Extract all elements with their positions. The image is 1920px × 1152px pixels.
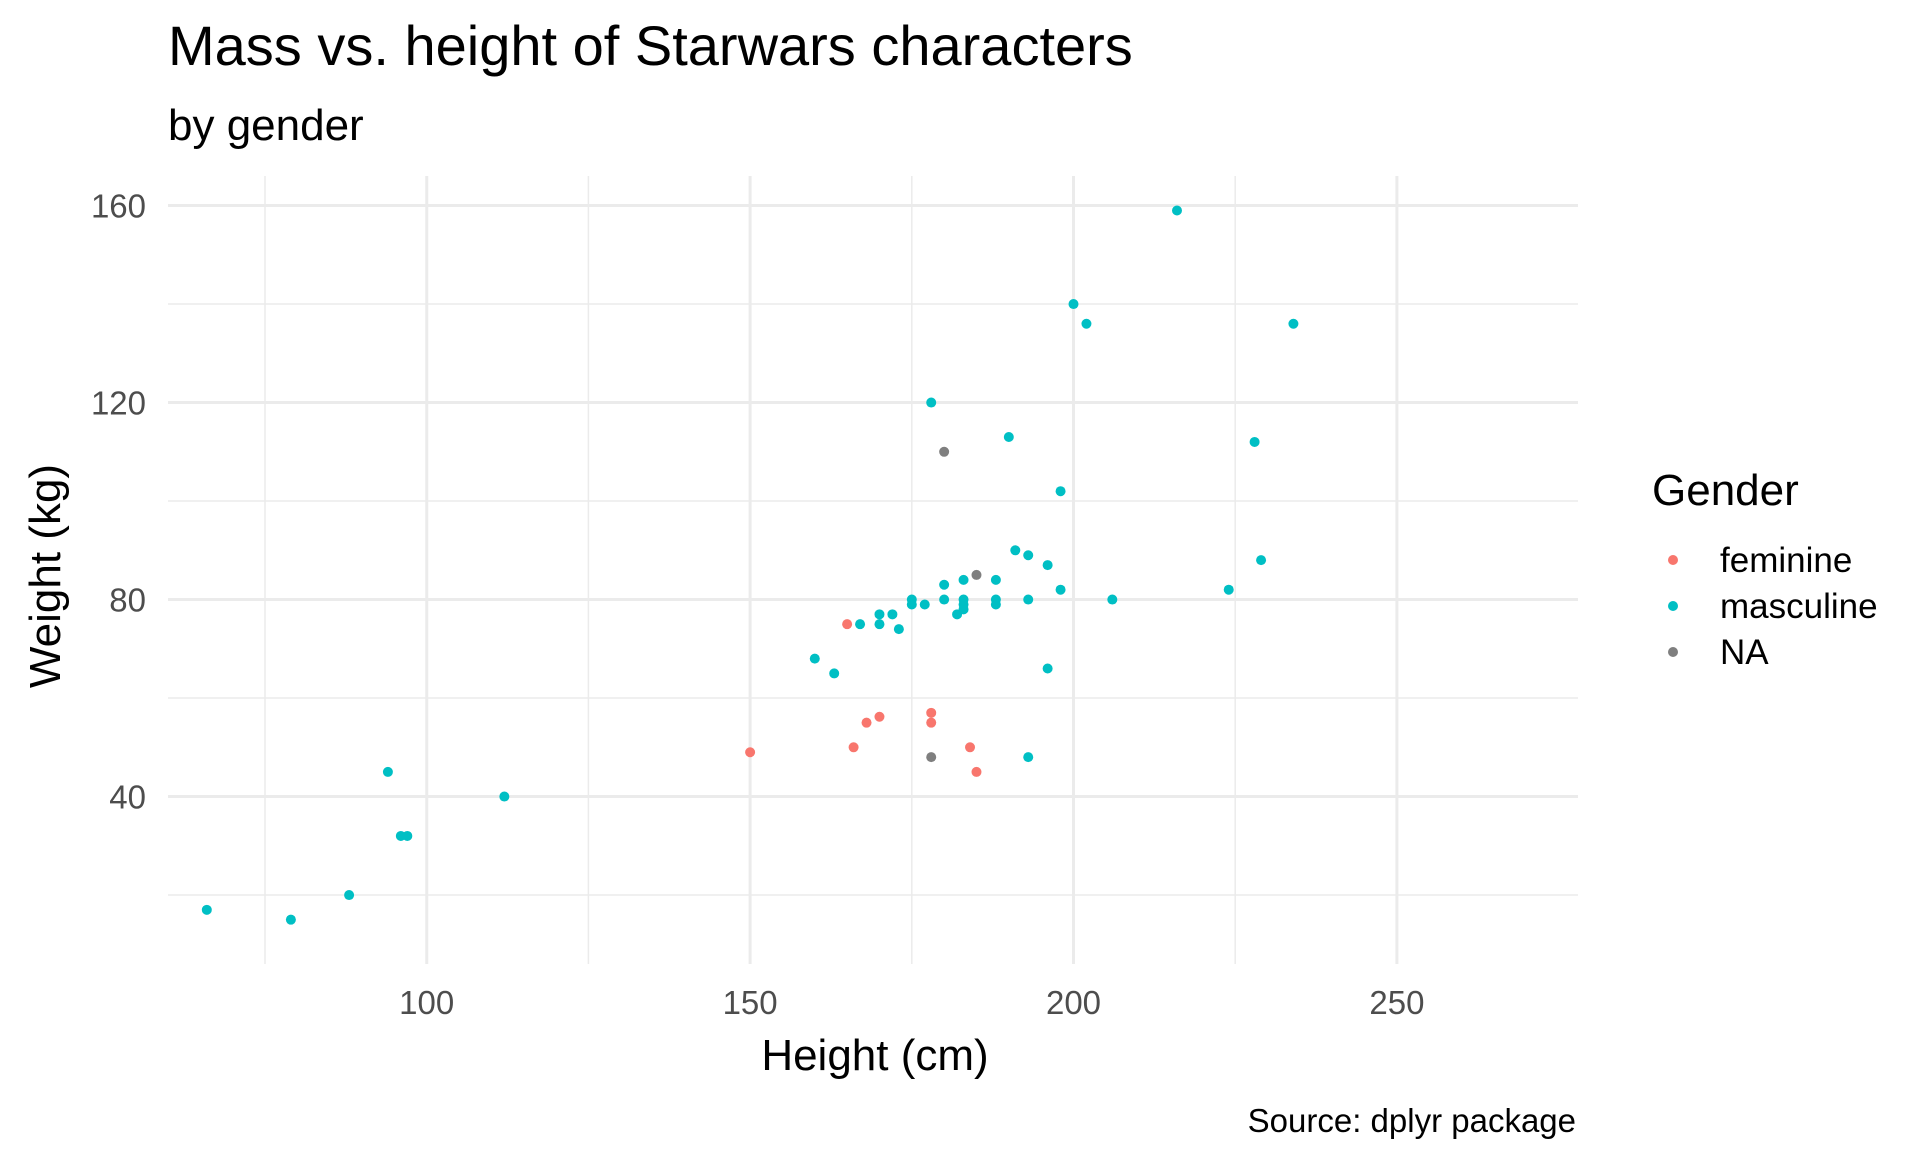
- point-masculine: [1068, 299, 1079, 310]
- point-masculine: [1256, 555, 1267, 566]
- point-masculine: [1023, 594, 1034, 605]
- y-tick-label: 160: [91, 188, 146, 225]
- point-masculine: [906, 599, 917, 610]
- point-masculine: [1288, 318, 1299, 329]
- point-masculine: [887, 609, 898, 620]
- point-feminine: [971, 766, 982, 777]
- x-axis-title: Height (cm): [761, 1031, 988, 1080]
- legend-key-na: [1668, 647, 1678, 657]
- point-masculine: [1107, 594, 1118, 605]
- data-points: [201, 205, 1299, 925]
- y-tick-label: 80: [109, 582, 146, 619]
- x-tick-label: 150: [723, 984, 778, 1021]
- grid: [168, 176, 1578, 964]
- y-tick-label: 40: [109, 779, 146, 816]
- point-masculine: [1249, 436, 1260, 447]
- point-masculine: [939, 579, 950, 590]
- legend-label-na: NA: [1720, 633, 1769, 672]
- point-masculine: [855, 619, 866, 630]
- legend-key-feminine: [1668, 555, 1678, 565]
- point-masculine: [919, 599, 930, 610]
- point-masculine: [1023, 550, 1034, 561]
- point-na: [971, 569, 982, 580]
- x-tick-label: 100: [399, 984, 454, 1021]
- chart-caption: Source: dplyr package: [1248, 1102, 1576, 1139]
- point-feminine: [926, 717, 937, 728]
- point-masculine: [344, 890, 355, 901]
- point-masculine: [1010, 545, 1021, 556]
- point-masculine: [809, 653, 820, 664]
- point-masculine: [1055, 584, 1066, 595]
- point-masculine: [402, 830, 413, 841]
- point-masculine: [893, 624, 904, 635]
- x-tick-label: 250: [1369, 984, 1424, 1021]
- point-feminine: [965, 742, 976, 753]
- point-masculine: [1055, 486, 1066, 497]
- legend: Gender feminine masculine NA: [1652, 466, 1878, 672]
- point-feminine: [874, 711, 885, 722]
- point-na: [939, 446, 950, 457]
- point-masculine: [990, 574, 1001, 585]
- point-masculine: [1042, 663, 1053, 674]
- point-na: [926, 752, 937, 763]
- point-masculine: [939, 594, 950, 605]
- point-masculine: [285, 914, 296, 925]
- point-masculine: [382, 766, 393, 777]
- point-masculine: [201, 904, 212, 915]
- point-masculine: [958, 574, 969, 585]
- point-masculine: [926, 397, 937, 408]
- point-masculine: [1042, 560, 1053, 571]
- legend-label-masculine: masculine: [1720, 587, 1878, 626]
- point-masculine: [1081, 318, 1092, 329]
- point-masculine: [1171, 205, 1182, 216]
- x-tick-label: 200: [1046, 984, 1101, 1021]
- point-masculine: [499, 791, 510, 802]
- point-masculine: [990, 599, 1001, 610]
- point-feminine: [842, 619, 853, 630]
- y-axis-title: Weight (kg): [21, 464, 70, 688]
- chart-title: Mass vs. height of Starwars characters: [168, 14, 1133, 77]
- point-masculine: [958, 604, 969, 615]
- point-masculine: [1023, 752, 1034, 763]
- point-masculine: [1003, 432, 1014, 443]
- legend-key-masculine: [1668, 601, 1678, 611]
- legend-label-feminine: feminine: [1720, 541, 1852, 580]
- chart-subtitle: by gender: [168, 101, 364, 150]
- point-masculine: [829, 668, 840, 679]
- y-axis-ticks: 40 80 120 160: [91, 188, 146, 816]
- point-feminine: [926, 707, 937, 718]
- y-tick-label: 120: [91, 385, 146, 422]
- point-feminine: [745, 747, 756, 758]
- legend-title: Gender: [1652, 466, 1799, 515]
- point-masculine: [1223, 584, 1234, 595]
- point-feminine: [848, 742, 859, 753]
- point-masculine: [874, 619, 885, 630]
- x-axis-ticks: 100 150 200 250: [399, 984, 1424, 1021]
- point-masculine: [874, 609, 885, 620]
- point-feminine: [861, 717, 872, 728]
